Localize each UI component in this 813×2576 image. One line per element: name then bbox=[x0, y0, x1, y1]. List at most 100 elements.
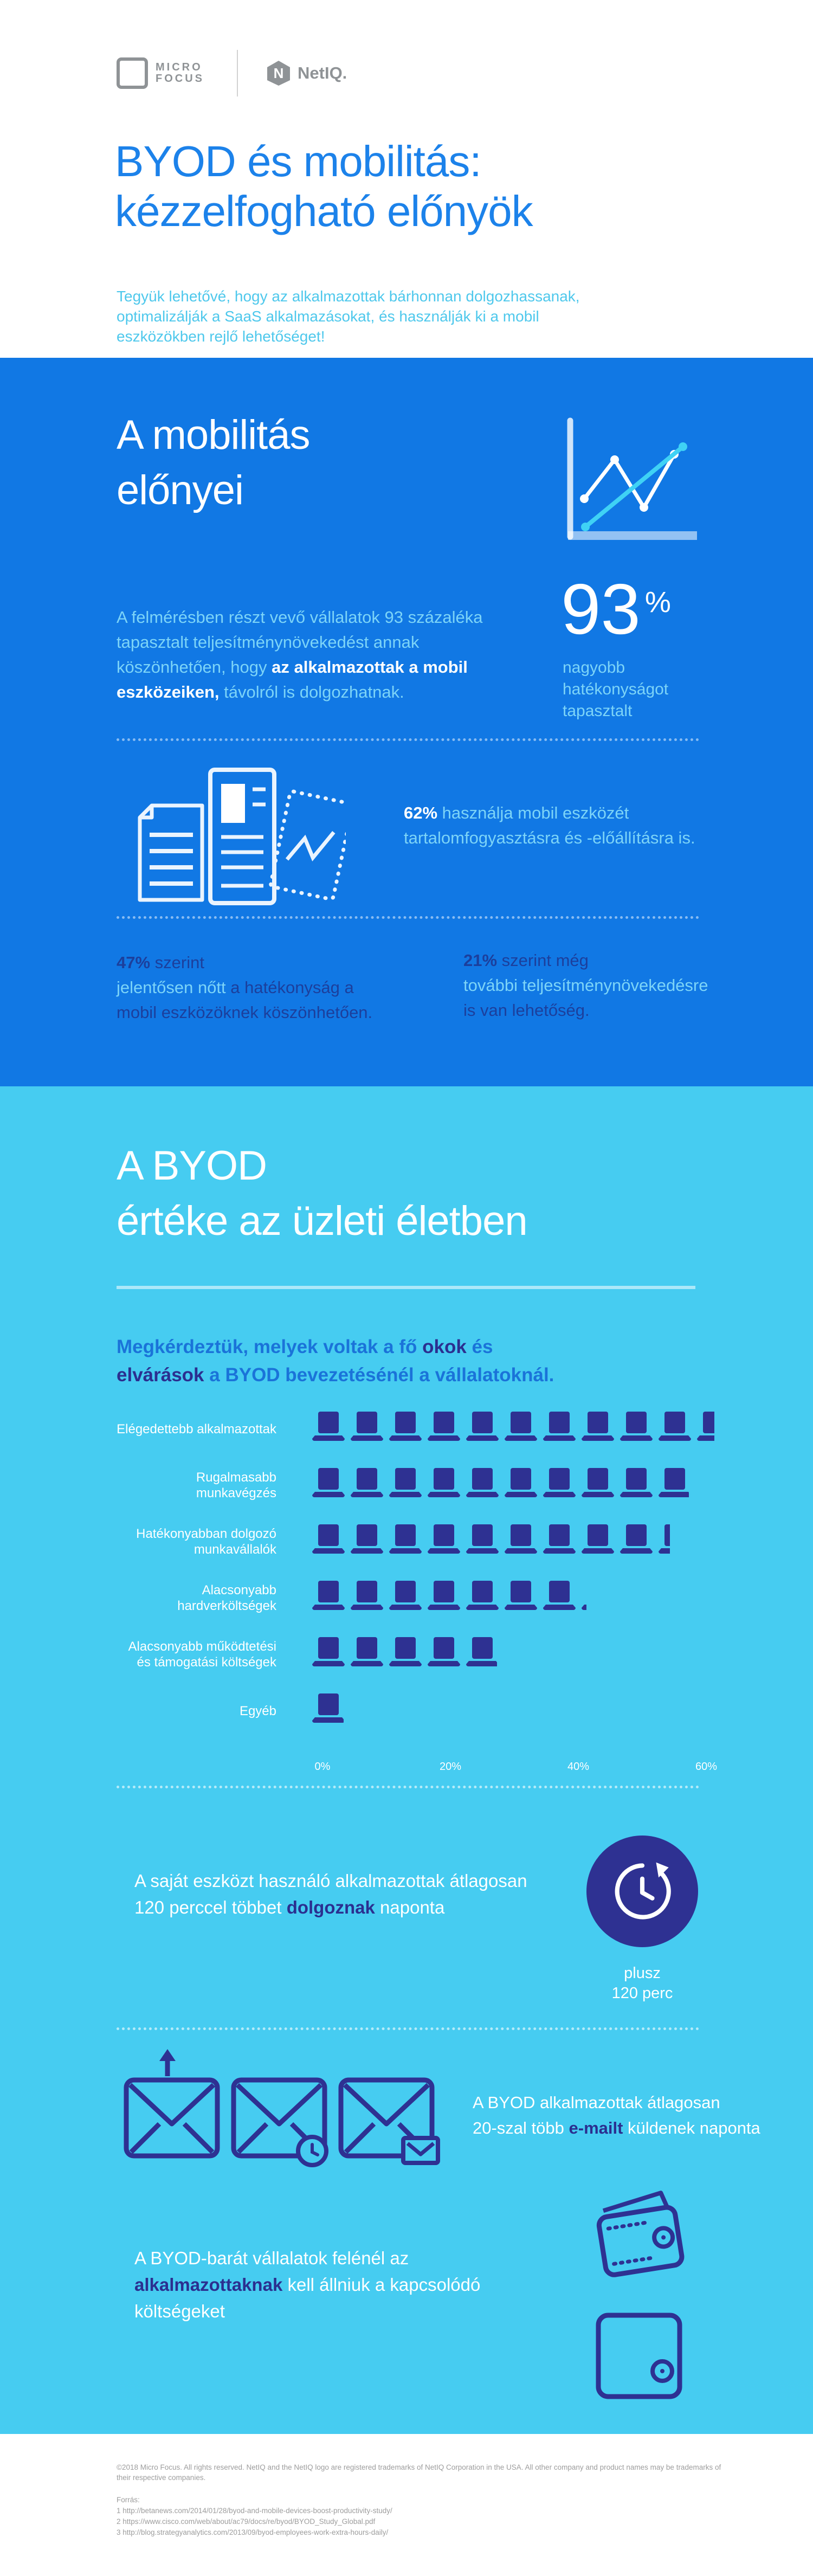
chart-row: Rugalmasabb munkavégzés bbox=[117, 1468, 724, 1503]
chart-row: Egyéb bbox=[117, 1693, 724, 1728]
laptop-icon bbox=[428, 1637, 460, 1666]
laptop-icon bbox=[389, 1468, 422, 1497]
stat-93-percent: 93% bbox=[561, 574, 671, 645]
line-chart-icon bbox=[567, 417, 697, 540]
laptop-icon bbox=[312, 1524, 345, 1554]
chart-row: Alacsonyabb hardverköltségek bbox=[117, 1581, 724, 1615]
laptop-icon bbox=[351, 1637, 383, 1666]
chart-row-label: Alacsonyabb hardverköltségek bbox=[177, 1583, 276, 1613]
laptop-icon bbox=[466, 1637, 497, 1666]
micro-focus-word-2: FOCUS bbox=[156, 73, 204, 85]
mini-envelope-icon bbox=[406, 2142, 435, 2156]
axis-tick: 40% bbox=[567, 1761, 590, 1773]
chart-bar bbox=[312, 1412, 714, 1446]
mobility-title: A mobilitás előnyei bbox=[117, 408, 310, 518]
clock-badge bbox=[586, 1836, 698, 1947]
micro-focus-logo: MICRO FOCUS bbox=[117, 57, 204, 89]
page-intro: Tegyük lehetővé, hogy az alkalmazottak b… bbox=[117, 288, 580, 345]
laptop-icon bbox=[351, 1524, 383, 1554]
laptop-icon bbox=[582, 1605, 586, 1610]
byod-title-line-1: A BYOD bbox=[117, 1143, 267, 1189]
axis-tick: 20% bbox=[439, 1761, 462, 1773]
laptop-icon bbox=[312, 1468, 345, 1497]
laptop-icon bbox=[620, 1524, 653, 1554]
netiq-logo-text: NetIQ. bbox=[298, 63, 347, 82]
axis-tick: 0% bbox=[314, 1761, 331, 1773]
emails-statement: A BYOD alkalmazottak átlagosan 20-szal t… bbox=[473, 2093, 760, 2137]
wallet-icon-bottom bbox=[596, 2313, 682, 2399]
envelope-icon-1 bbox=[124, 2077, 220, 2159]
stat-93-value: 93 bbox=[561, 569, 641, 649]
laptop-icon bbox=[428, 1412, 460, 1441]
laptop-icon bbox=[466, 1524, 499, 1554]
source-link-3: 3 http://blog.strategyanalytics.com/2013… bbox=[117, 2528, 389, 2536]
chart-x-axis: 0% 20% 40% 60% bbox=[315, 1761, 724, 1777]
mobility-title-line-1: A mobilitás bbox=[117, 412, 310, 458]
dotted-divider bbox=[117, 738, 699, 741]
source-link-2: 2 https://www.cisco.com/web/about/ac79/d… bbox=[117, 2517, 376, 2526]
laptop-icon bbox=[312, 1412, 345, 1441]
chart-row: Alacsonyabb működtetési és támogatási kö… bbox=[117, 1637, 724, 1672]
laptop-icon bbox=[697, 1412, 714, 1441]
sources-block: Forrás: 1 http://betanews.com/2014/01/28… bbox=[117, 2495, 392, 2538]
clock-icon bbox=[615, 1862, 671, 1920]
laptop-icon bbox=[582, 1412, 614, 1441]
byod-intro: Megkérdeztük, melyek voltak a fő okok és… bbox=[117, 1336, 554, 1386]
chart-bar bbox=[312, 1581, 586, 1615]
minutes-statement: A saját eszközt használó alkalmazottak á… bbox=[134, 1871, 527, 1917]
page-title: BYOD és mobilitás: kézzelfogható előnyök bbox=[115, 137, 533, 236]
netiq-logo-icon: N bbox=[267, 61, 290, 86]
laptop-icon bbox=[428, 1468, 460, 1497]
chart-row-label: Alacsonyabb működtetési és támogatási kö… bbox=[128, 1639, 277, 1670]
laptop-icon bbox=[351, 1412, 383, 1441]
stat-62-percent: 62% használja mobil eszközét tartalomfog… bbox=[404, 803, 695, 847]
footer-section: ©2018 Micro Focus. All rights reserved. … bbox=[0, 2434, 813, 2576]
chart-bar bbox=[312, 1524, 670, 1559]
mobility-title-line-2: előnyei bbox=[117, 467, 244, 513]
chart-row-label: Hatékonyabban dolgozó munkavállalók bbox=[136, 1527, 276, 1557]
laptop-icon bbox=[543, 1581, 576, 1610]
netiq-logo: N NetIQ. bbox=[266, 60, 347, 87]
header-section: MICRO FOCUS N NetIQ. BYOD és mobilitás: … bbox=[0, 0, 813, 358]
logo-divider bbox=[237, 50, 238, 96]
laptop-icon bbox=[428, 1581, 460, 1610]
documents-icon bbox=[138, 768, 346, 905]
laptop-icon bbox=[389, 1581, 422, 1610]
laptop-icon bbox=[659, 1412, 691, 1441]
byod-section: A BYOD értéke az üzleti életben Megkérde… bbox=[0, 1086, 813, 2434]
laptop-icon bbox=[389, 1637, 422, 1666]
stat-93-unit: % bbox=[644, 586, 671, 619]
source-link-1: 1 http://betanews.com/2014/01/28/byod-an… bbox=[117, 2507, 392, 2515]
laptop-icon bbox=[543, 1524, 576, 1554]
byod-title: A BYOD értéke az üzleti életben bbox=[117, 1138, 528, 1249]
laptop-icon bbox=[582, 1524, 614, 1554]
laptop-icon bbox=[466, 1581, 499, 1610]
chart-bar bbox=[312, 1693, 344, 1728]
laptop-icon bbox=[312, 1637, 345, 1666]
chart-row-label: Rugalmasabb munkavégzés bbox=[196, 1470, 276, 1500]
laptop-icon bbox=[543, 1468, 576, 1497]
axis-tick: 60% bbox=[695, 1761, 718, 1773]
laptop-icon bbox=[543, 1412, 576, 1441]
micro-focus-logo-icon bbox=[117, 57, 148, 89]
email-icons-group bbox=[124, 2049, 449, 2185]
laptop-icon bbox=[505, 1524, 537, 1554]
laptop-icon bbox=[659, 1468, 689, 1497]
stat-47-percent: 47% szerint jelentősen nőtt a hatékonysá… bbox=[117, 953, 373, 1022]
laptop-icon bbox=[351, 1468, 383, 1497]
costs-statement: A BYOD-barát vállalatok felénél az alkal… bbox=[134, 2248, 481, 2321]
page-title-line-2: kézzelfogható előnyök bbox=[115, 187, 533, 235]
dotted-divider bbox=[117, 2027, 699, 2030]
chart-row-label: Elégedettebb alkalmazottak bbox=[117, 1421, 276, 1437]
wallet-icon-top bbox=[596, 2191, 685, 2277]
laptop-icon bbox=[466, 1412, 499, 1441]
laptop-icon bbox=[582, 1468, 614, 1497]
laptop-icon bbox=[312, 1581, 345, 1610]
chart-bar bbox=[312, 1468, 689, 1503]
laptop-icon bbox=[428, 1524, 460, 1554]
wallet-icons-group bbox=[586, 2185, 700, 2406]
byod-reasons-chart: Elégedettebb alkalmazottak Rugalmasabb mu… bbox=[117, 1412, 724, 1773]
clock-badge-small bbox=[296, 2135, 328, 2167]
envelope-icon-3 bbox=[338, 2077, 435, 2159]
